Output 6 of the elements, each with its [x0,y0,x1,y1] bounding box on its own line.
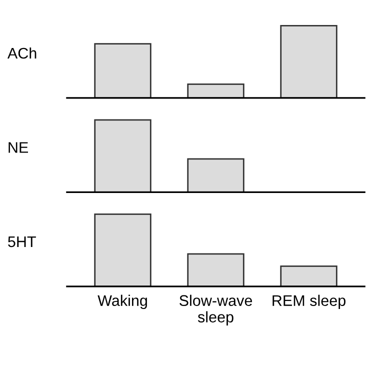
x-tick-label: Waking [98,294,147,310]
y-axis-title: ACh [7,47,36,59]
x-tick-label: Slow-wave sleep [180,294,252,326]
y-axis-title: NE [8,142,28,153]
y-axis-title: 5HT [8,236,36,248]
x-tick-label: REM sleep [272,294,346,310]
